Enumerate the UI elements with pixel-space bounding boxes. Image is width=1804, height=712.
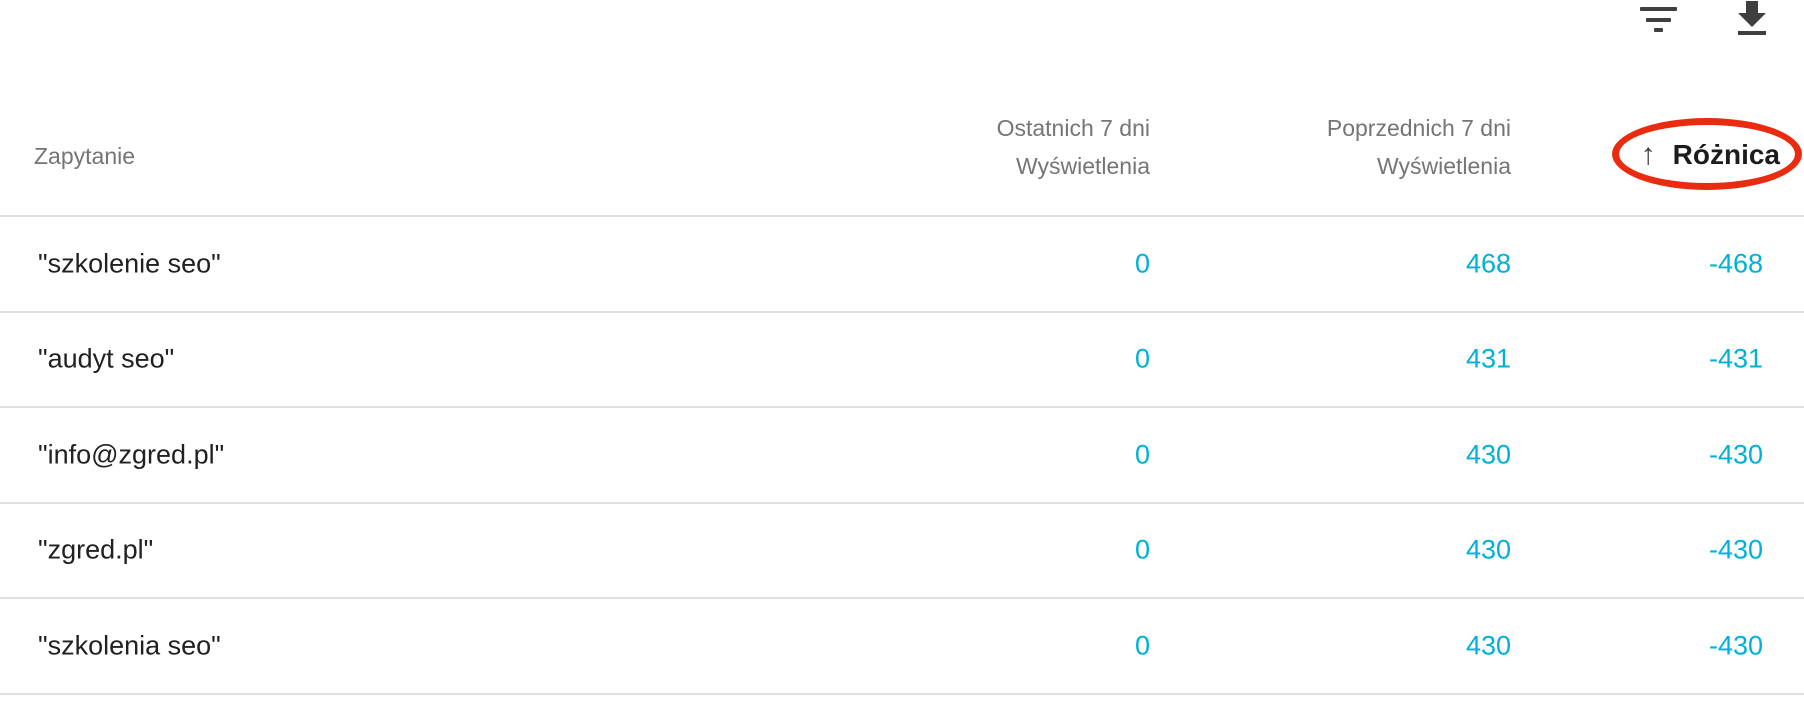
- previous-7-days-value: 431: [1465, 343, 1511, 374]
- table-row[interactable]: "szkolenie seo" 0 468 -468: [0, 217, 1804, 313]
- difference-value: -468: [1708, 248, 1763, 279]
- query-cell: "szkolenie seo": [38, 248, 221, 279]
- table-body: "szkolenie seo" 0 468 -468 "audyt seo" 0…: [0, 215, 1804, 695]
- download-button[interactable]: [1728, 0, 1776, 43]
- filter-button[interactable]: [1640, 5, 1678, 33]
- filter-icon: [1640, 5, 1678, 33]
- difference-value: -430: [1708, 534, 1763, 565]
- sort-ascending-arrow-icon: ↑: [1640, 138, 1656, 171]
- table-row[interactable]: "audyt seo" 0 431 -431: [0, 313, 1804, 408]
- last-7-days-value: 0: [1134, 534, 1150, 565]
- query-cell: "szkolenia seo": [38, 630, 221, 661]
- previous-7-days-value: 430: [1465, 439, 1511, 470]
- column-header-last-7-days-line2: Wyświetlenia: [1015, 153, 1150, 179]
- column-header-previous-7-days-line1: Poprzednich 7 dni: [1326, 115, 1511, 141]
- difference-value: -430: [1708, 630, 1763, 661]
- column-header-last-7-days-line1: Ostatnich 7 dni: [996, 115, 1150, 141]
- download-icon: [1728, 0, 1776, 43]
- table-row[interactable]: "info@zgred.pl" 0 430 -430: [0, 408, 1804, 504]
- query-cell: "zgred.pl": [38, 534, 154, 565]
- column-header-difference-label: Różnica: [1672, 139, 1780, 170]
- column-header-difference-sorted[interactable]: ↑ Różnica: [1641, 133, 1780, 177]
- column-header-previous-7-days[interactable]: Poprzednich 7 dni Wyświetlenia: [1327, 109, 1511, 185]
- last-7-days-value: 0: [1134, 343, 1150, 374]
- previous-7-days-value: 468: [1465, 248, 1511, 279]
- last-7-days-value: 0: [1134, 248, 1150, 279]
- previous-7-days-value: 430: [1465, 630, 1511, 661]
- last-7-days-value: 0: [1134, 630, 1150, 661]
- column-header-previous-7-days-line2: Wyświetlenia: [1376, 153, 1511, 179]
- query-cell: "info@zgred.pl": [38, 439, 225, 470]
- difference-value: -430: [1708, 439, 1763, 470]
- table-row[interactable]: "zgred.pl" 0 430 -430: [0, 504, 1804, 599]
- query-cell: "audyt seo": [38, 343, 175, 374]
- difference-value: -431: [1708, 343, 1763, 374]
- last-7-days-value: 0: [1134, 439, 1150, 470]
- column-header-last-7-days[interactable]: Ostatnich 7 dni Wyświetlenia: [997, 109, 1150, 185]
- previous-7-days-value: 430: [1465, 534, 1511, 565]
- table-row[interactable]: "szkolenia seo" 0 430 -430: [0, 599, 1804, 695]
- column-header-query[interactable]: Zapytanie: [34, 143, 136, 169]
